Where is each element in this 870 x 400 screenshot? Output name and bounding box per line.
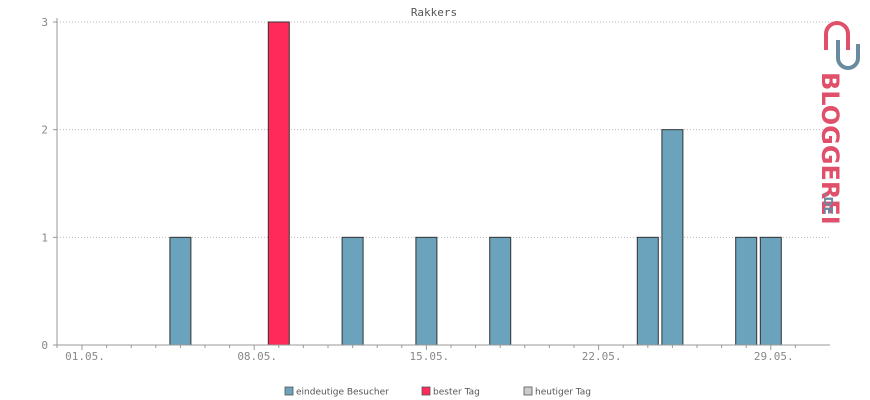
legend-label: eindeutige Besucher xyxy=(296,388,389,398)
x-tick-label: 08.05. xyxy=(237,350,277,363)
bar xyxy=(661,129,684,346)
legend-label: heutiger Tag xyxy=(535,388,591,398)
bar xyxy=(169,236,192,346)
legend-swatch xyxy=(421,386,431,396)
legend-label: bester Tag xyxy=(433,388,480,398)
bars xyxy=(169,21,782,346)
bar xyxy=(735,236,758,346)
y-tick-labels: 0 1 2 3 xyxy=(41,16,48,352)
bar xyxy=(341,236,364,346)
chart-title: Rakkers xyxy=(411,6,457,19)
axes xyxy=(53,18,830,350)
bar xyxy=(415,236,438,346)
x-tick-label: 15.05. xyxy=(410,350,450,363)
logo-text: BLOGGEREI xyxy=(816,72,844,225)
grid-lines xyxy=(57,21,830,238)
x-tick-labels: 01.05. 08.05. 15.05. 22.05. 29.05. xyxy=(65,350,794,363)
y-tick-label: 0 xyxy=(41,339,48,352)
x-tick-label: 01.05. xyxy=(65,350,105,363)
y-tick-label: 2 xyxy=(41,124,48,137)
bar xyxy=(759,236,782,346)
x-tick-label: 22.05. xyxy=(582,350,622,363)
y-tick-label: 1 xyxy=(41,231,48,244)
bar xyxy=(636,236,659,346)
legend: eindeutige Besucher bester Tag heutiger Ta… xyxy=(284,386,591,398)
bar xyxy=(267,21,290,346)
logo-suffix: .DE xyxy=(821,192,835,215)
y-tick-label: 3 xyxy=(41,16,48,29)
legend-swatch xyxy=(523,386,533,396)
logo-mark-icon xyxy=(824,21,860,70)
x-tick-label: 29.05. xyxy=(754,350,794,363)
bloggerei-logo: BLOGGEREI .DE xyxy=(816,21,860,225)
bar xyxy=(489,236,512,346)
legend-swatch xyxy=(284,386,294,396)
